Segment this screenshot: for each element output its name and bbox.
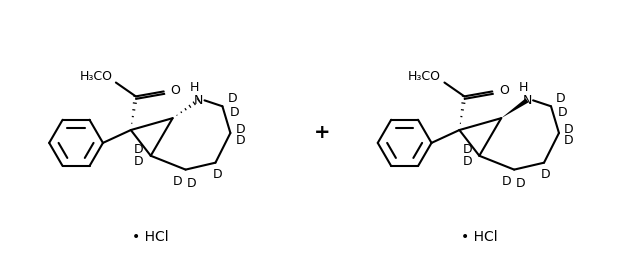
- Polygon shape: [501, 98, 529, 118]
- Text: O: O: [171, 84, 180, 97]
- Text: D: D: [564, 123, 573, 136]
- Text: H₃CO: H₃CO: [408, 70, 441, 83]
- Text: D: D: [564, 134, 573, 147]
- Text: H: H: [190, 81, 199, 94]
- Text: D: D: [541, 168, 551, 181]
- Text: D: D: [187, 177, 196, 190]
- Text: D: D: [558, 106, 568, 119]
- Text: • HCl: • HCl: [461, 230, 498, 244]
- Text: D: D: [230, 106, 239, 119]
- Text: D: D: [134, 143, 143, 156]
- Text: • HCl: • HCl: [132, 230, 169, 244]
- Text: D: D: [501, 175, 511, 188]
- Text: D: D: [236, 134, 245, 147]
- Text: D: D: [556, 92, 566, 105]
- Text: H: H: [518, 81, 528, 94]
- Text: D: D: [515, 177, 525, 190]
- Text: N: N: [522, 94, 532, 107]
- Text: N: N: [194, 94, 204, 107]
- Text: D: D: [212, 168, 222, 181]
- Text: O: O: [499, 84, 509, 97]
- Text: D: D: [463, 155, 472, 168]
- Text: D: D: [228, 92, 237, 105]
- Text: D: D: [134, 155, 143, 168]
- Text: H₃CO: H₃CO: [79, 70, 113, 83]
- Text: D: D: [236, 123, 245, 136]
- Text: D: D: [173, 175, 182, 188]
- Text: +: +: [314, 123, 330, 143]
- Text: D: D: [463, 143, 472, 156]
